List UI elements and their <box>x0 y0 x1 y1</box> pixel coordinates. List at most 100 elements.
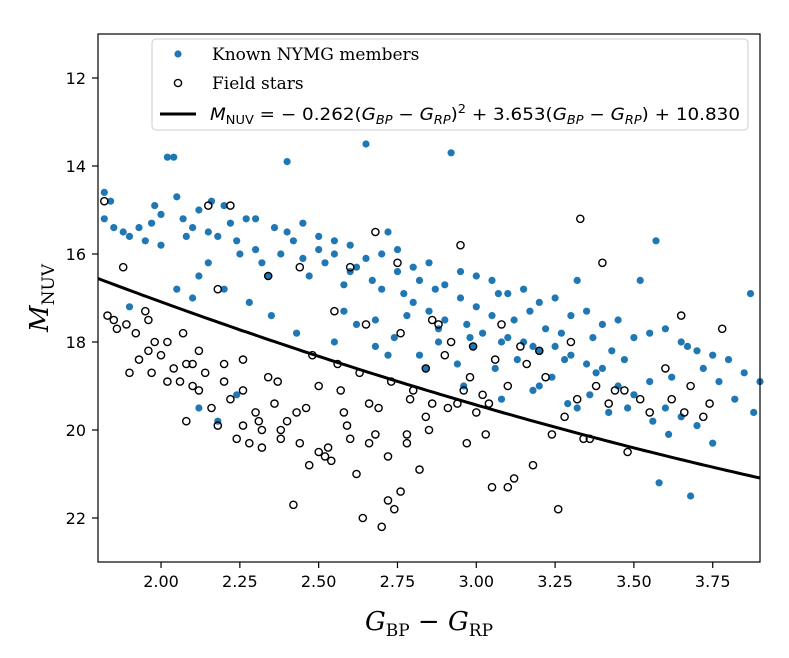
field-point <box>295 262 305 272</box>
field-point <box>566 337 576 347</box>
member-point <box>220 202 228 210</box>
field-point <box>396 487 405 496</box>
legend-marker-members <box>174 50 182 58</box>
field-point <box>371 430 380 439</box>
member-point <box>189 294 197 302</box>
field-point <box>396 328 405 338</box>
field-point <box>478 390 487 400</box>
field-point <box>238 421 248 430</box>
field-point <box>661 364 670 373</box>
member-point <box>535 298 543 306</box>
member-point <box>699 364 707 372</box>
member-point <box>362 254 370 262</box>
field-point <box>263 372 273 382</box>
field-point <box>219 359 229 369</box>
member-point <box>520 338 528 346</box>
member-point <box>479 329 487 337</box>
field-point <box>251 408 260 417</box>
member-point <box>157 210 165 218</box>
field-point <box>591 381 601 391</box>
member-point <box>173 193 181 201</box>
member-point <box>264 272 272 280</box>
member-point <box>371 342 379 350</box>
field-point <box>194 386 204 395</box>
field-point <box>424 425 434 435</box>
field-point <box>645 408 655 417</box>
field-point <box>178 328 188 338</box>
member-point <box>620 356 629 364</box>
field-point <box>705 399 714 408</box>
fit-curve <box>97 277 761 480</box>
member-point <box>283 228 291 236</box>
member-point <box>630 334 638 342</box>
field-point <box>427 315 437 325</box>
member-point <box>529 342 537 350</box>
field-point <box>547 430 557 439</box>
field-point <box>147 368 156 378</box>
field-point <box>244 438 254 448</box>
legend-label-members: Known NYMG members <box>212 45 419 65</box>
field-point <box>374 403 383 413</box>
member-point <box>709 351 717 359</box>
field-point <box>175 377 185 386</box>
field-point <box>339 408 349 417</box>
field-point <box>163 337 172 347</box>
member-point <box>548 373 556 381</box>
member-point <box>750 408 758 416</box>
legend-label-fit: MNUV = − 0.262(GBP − GRP)2 + 3.653(GBP −… <box>210 102 740 127</box>
member-point <box>583 307 591 315</box>
member-point <box>456 294 465 302</box>
member-point <box>583 360 591 368</box>
field-point <box>163 377 172 386</box>
member-point <box>529 386 537 394</box>
member-point <box>677 338 685 346</box>
field-point <box>144 346 153 356</box>
member-point <box>179 215 187 223</box>
member-point <box>668 373 676 381</box>
field-point <box>144 315 153 325</box>
field-point <box>402 438 412 448</box>
field-point <box>181 416 191 426</box>
field-point <box>320 452 330 461</box>
legend-label-field: Field stars <box>212 74 304 94</box>
y-tick-label: 20 <box>66 421 86 440</box>
member-point <box>315 246 323 254</box>
field-point <box>405 394 415 404</box>
y-tick-label: 22 <box>66 509 86 528</box>
field-point <box>326 456 336 466</box>
member-point <box>649 417 657 425</box>
member-point <box>258 259 266 267</box>
field-point <box>219 377 229 386</box>
member-point <box>214 232 222 240</box>
member-point <box>330 237 338 245</box>
member-point <box>252 246 260 254</box>
field-point <box>717 324 727 334</box>
member-point <box>242 215 250 223</box>
member-point <box>535 347 543 355</box>
member-point <box>636 276 644 284</box>
field-point <box>465 372 475 382</box>
member-point <box>305 272 313 280</box>
field-point <box>598 258 607 268</box>
field-point <box>503 381 513 391</box>
member-point <box>614 382 622 390</box>
member-point <box>614 316 622 324</box>
member-point <box>488 312 496 320</box>
field-point <box>509 474 519 483</box>
member-point <box>163 153 171 161</box>
field-point <box>446 337 456 347</box>
field-point <box>188 359 197 369</box>
member-point <box>740 369 748 377</box>
field-point <box>112 324 122 334</box>
member-point <box>415 276 424 284</box>
member-point <box>195 404 203 412</box>
member-point <box>245 298 253 306</box>
member-point <box>330 250 338 258</box>
member-point <box>551 342 559 350</box>
member-point <box>415 351 424 359</box>
field-point <box>282 416 292 426</box>
field-point <box>100 196 109 206</box>
member-point <box>520 285 528 293</box>
member-point <box>252 215 260 223</box>
field-point <box>361 320 371 329</box>
